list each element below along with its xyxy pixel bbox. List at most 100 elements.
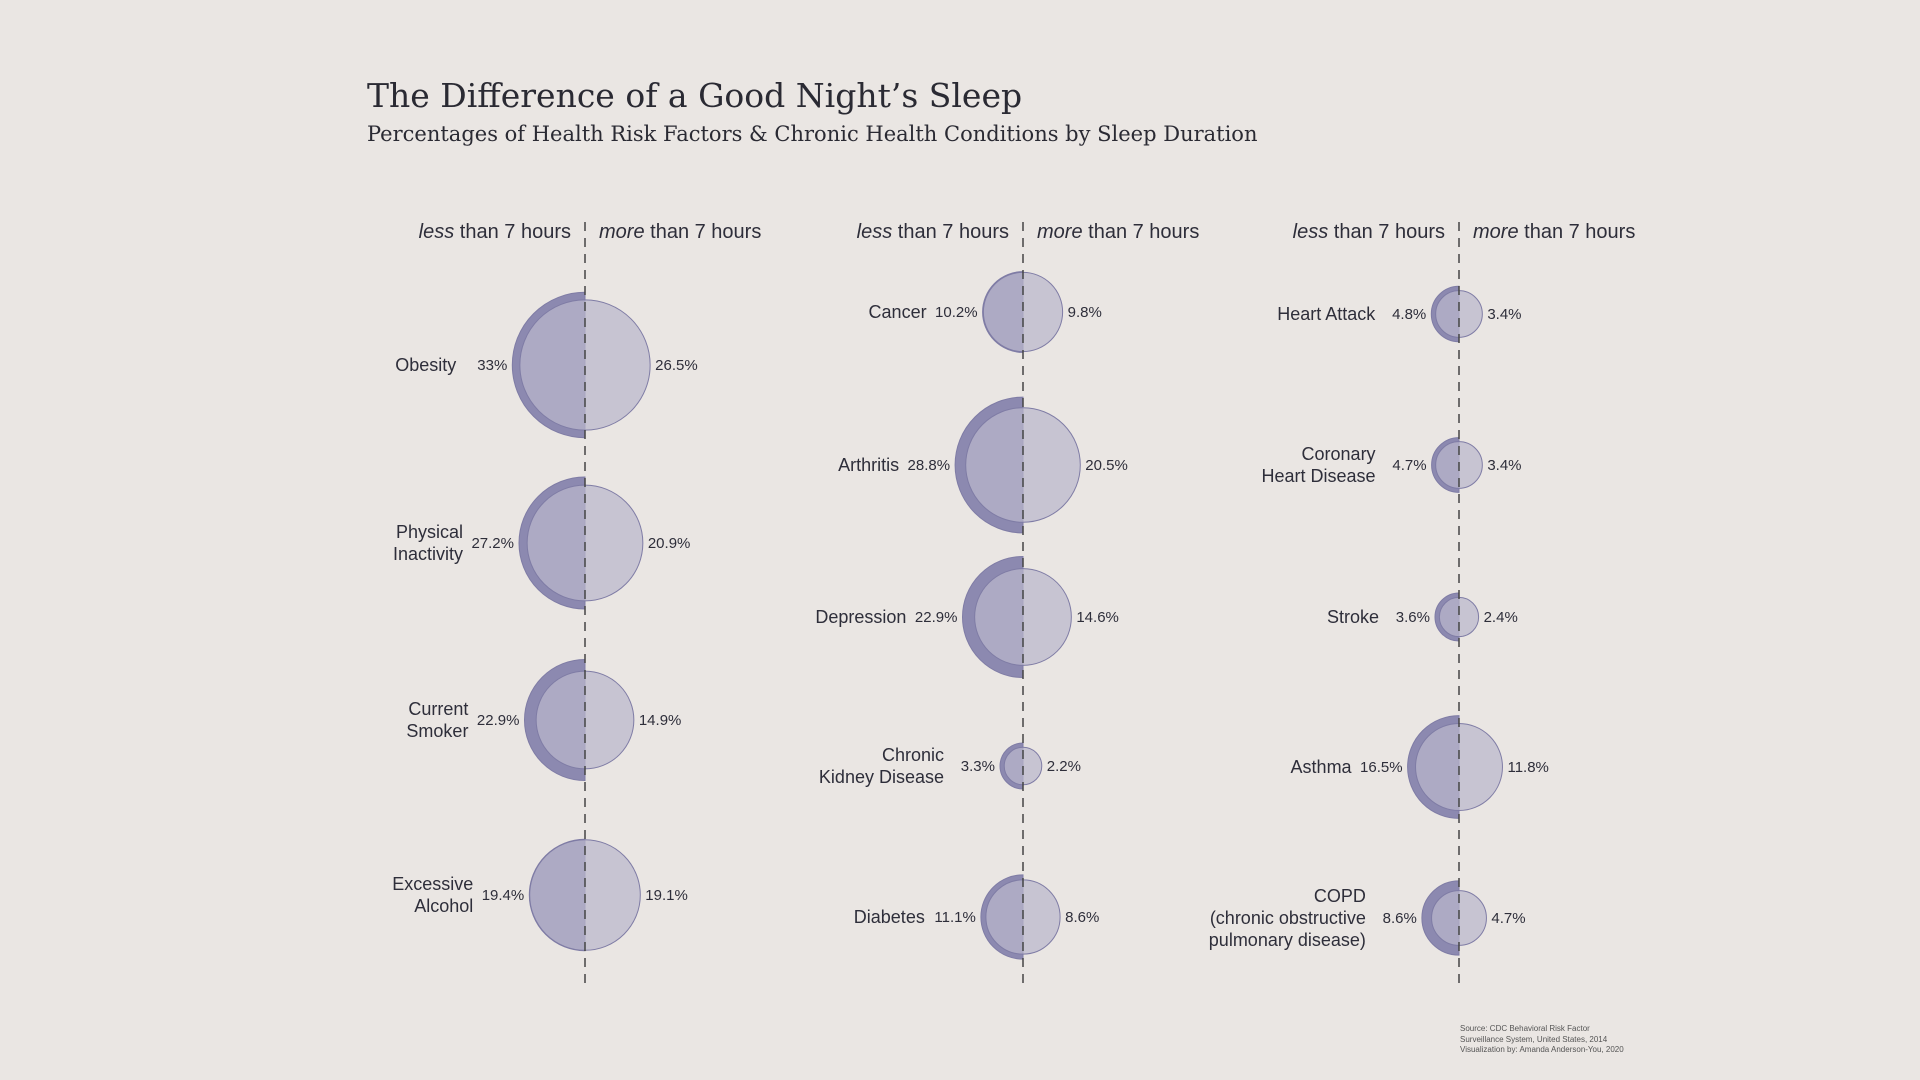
value-label-more: 14.9% [639,712,682,729]
category-label-line: Obesity [395,355,456,375]
chart-item: 22.9% 14.9% Current Smoker [406,658,682,782]
chart-panel: less than 7 hours more than 7 hours 10.2% 9… [815,221,1199,983]
value-label-more: 26.5% [655,357,698,374]
header-suffix: than 7 hours [1519,221,1636,243]
category-label-line: Stroke [1327,607,1379,627]
chart-item: 27.2% 20.9% Physical Inactivity [393,476,691,610]
value-label-less: 27.2% [471,535,514,552]
chart-item: 11.1% 8.6% Diabetes [854,874,1099,960]
header-emphasis: less [857,221,893,243]
source-note: Source: CDC Behavioral Risk Factor Surve… [1460,1024,1624,1056]
value-label-less: 3.6% [1396,609,1430,626]
category-label-line: Alcohol [414,896,473,916]
header-less-than-7-hours: less than 7 hours [419,221,571,243]
bubble-more [1435,290,1483,338]
header-suffix: than 7 hours [645,221,762,243]
chart-item: 8.6% 4.7% COPD (chronic obstructive pulmonar… [1209,880,1526,956]
value-label-less: 10.2% [935,304,978,321]
category-label: Stroke [1327,607,1379,627]
value-label-more: 8.6% [1065,909,1099,926]
category-label: Obesity [395,355,456,375]
header-less-than-7-hours: less than 7 hours [857,221,1009,243]
value-label-less: 11.1% [934,909,975,926]
value-label-more: 3.4% [1487,457,1521,474]
chart-panel: less than 7 hours more than 7 hours 4.8% 3.… [1209,221,1635,983]
category-label: Arthritis [838,455,899,475]
value-label-more: 20.5% [1085,457,1128,474]
category-label: Diabetes [854,907,925,927]
chart-item: 22.9% 14.6% Depression [815,555,1119,679]
category-label-line: Asthma [1291,757,1353,777]
category-label-line: Current [408,699,468,719]
category-label-line: Heart Disease [1262,466,1376,486]
source-line: Surveillance System, United States, 2014 [1460,1034,1608,1044]
header-less-than-7-hours: less than 7 hours [1293,221,1445,243]
value-label-less: 16.5% [1360,759,1403,776]
category-label: Heart Attack [1277,304,1376,324]
value-label-less: 22.9% [477,712,520,729]
category-label-line: Heart Attack [1277,304,1376,324]
value-label-more: 9.8% [1068,304,1102,321]
category-label-line: Excessive [392,874,473,894]
value-label-more: 20.9% [648,535,691,552]
value-label-more: 14.6% [1076,609,1119,626]
value-label-more: 19.1% [645,887,688,904]
value-label-less: 33% [477,357,507,374]
chart-item: 3.3% 2.2% Chronic Kidney Disease [819,742,1081,790]
category-label-line: Physical [396,522,463,542]
category-label: Coronary Heart Disease [1262,444,1376,486]
value-label-more: 11.8% [1507,759,1548,776]
category-label: Chronic Kidney Disease [819,745,944,787]
category-label-line: Diabetes [854,907,925,927]
header-suffix: than 7 hours [1328,221,1445,243]
header-more-than-7-hours: more than 7 hours [1473,221,1635,243]
category-label-line: Inactivity [393,544,463,564]
header-emphasis: more [1037,221,1083,243]
category-label: Depression [815,607,906,627]
chart-subtitle: Percentages of Health Risk Factors & Chr… [367,122,1258,146]
value-label-more: 2.4% [1484,609,1518,626]
category-label: COPD (chronic obstructive pulmonary diseas… [1209,886,1366,950]
category-label: Cancer [869,302,927,322]
header-more-than-7-hours: more than 7 hours [1037,221,1199,243]
category-label-line: pulmonary disease) [1209,930,1366,950]
header-suffix: than 7 hours [892,221,1009,243]
chart-panel: less than 7 hours more than 7 hours 33% 26.… [392,221,761,983]
chart-item: 33% 26.5% Obesity [395,291,698,439]
category-label: Excessive Alcohol [392,874,473,916]
value-label-less: 28.8% [908,457,951,474]
value-label-less: 8.6% [1383,910,1417,927]
value-label-less: 3.3% [961,758,995,775]
chart-item: 4.7% 3.4% Coronary Heart Disease [1262,437,1522,493]
chart-item: 16.5% 11.8% Asthma [1291,715,1549,819]
source-line: Source: CDC Behavioral Risk Factor [1460,1024,1590,1033]
header-suffix: than 7 hours [454,221,571,243]
value-label-less: 4.7% [1392,457,1426,474]
value-label-more: 3.4% [1487,306,1521,323]
header-emphasis: more [599,221,645,243]
category-label-line: Arthritis [838,455,899,475]
category-label-line: Cancer [869,302,927,322]
header-emphasis: more [1473,221,1519,243]
chart-title: The Difference of a Good Night’s Sleep [367,76,1023,115]
chart-item: 28.8% 20.5% Arthritis [838,396,1128,534]
chart-item: 3.6% 2.4% Stroke [1327,592,1518,642]
header-more-than-7-hours: more than 7 hours [599,221,761,243]
chart-item: 10.2% 9.8% Cancer [869,271,1102,353]
value-label-less: 19.4% [482,887,525,904]
category-label: Physical Inactivity [393,522,463,564]
category-label-line: Depression [815,607,906,627]
value-label-more: 2.2% [1047,758,1081,775]
value-label-more: 4.7% [1491,910,1525,927]
category-label-line: Chronic [882,745,944,765]
source-line: Visualization by: Amanda Anderson-You, 2… [1460,1045,1624,1054]
category-label-line: Smoker [406,721,468,741]
category-label-line: (chronic obstructive [1210,908,1366,928]
category-label-line: Coronary [1302,444,1376,464]
value-label-less: 4.8% [1392,306,1426,323]
chart-item: 19.4% 19.1% Excessive Alcohol [392,838,688,952]
category-label: Asthma [1291,757,1353,777]
chart-item: 4.8% 3.4% Heart Attack [1277,285,1522,343]
category-label-line: COPD [1314,886,1366,906]
